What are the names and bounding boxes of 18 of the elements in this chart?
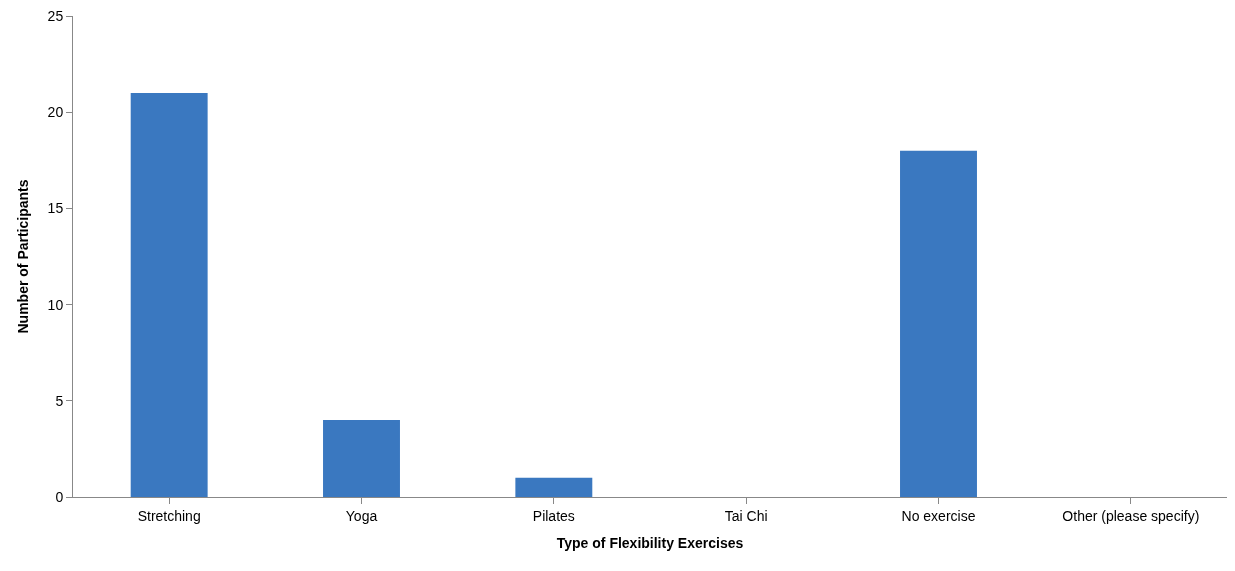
y-tick-label: 15 (47, 200, 64, 217)
bar (323, 420, 400, 497)
y-tick-label: 10 (47, 296, 64, 313)
x-tick-label: Pilates (532, 507, 575, 524)
x-axis-title: Type of Flexibility Exercises (556, 535, 744, 552)
y-tick-label: 20 (47, 104, 64, 121)
bar (130, 92, 208, 497)
bar (900, 150, 977, 497)
y-tick-label: 25 (47, 7, 64, 24)
x-tick-label: Other (please specify) (1062, 507, 1200, 524)
bar (515, 477, 593, 497)
x-tick-label: Tai Chi (724, 507, 768, 524)
x-tick-label: No exercise (901, 507, 976, 524)
x-tick-label: Stretching (137, 507, 201, 524)
y-tick-label: 0 (55, 488, 64, 505)
y-tick-label: 5 (55, 392, 64, 409)
x-tick-label: Yoga (345, 507, 378, 524)
y-axis-title: Number of Participants (15, 179, 32, 334)
